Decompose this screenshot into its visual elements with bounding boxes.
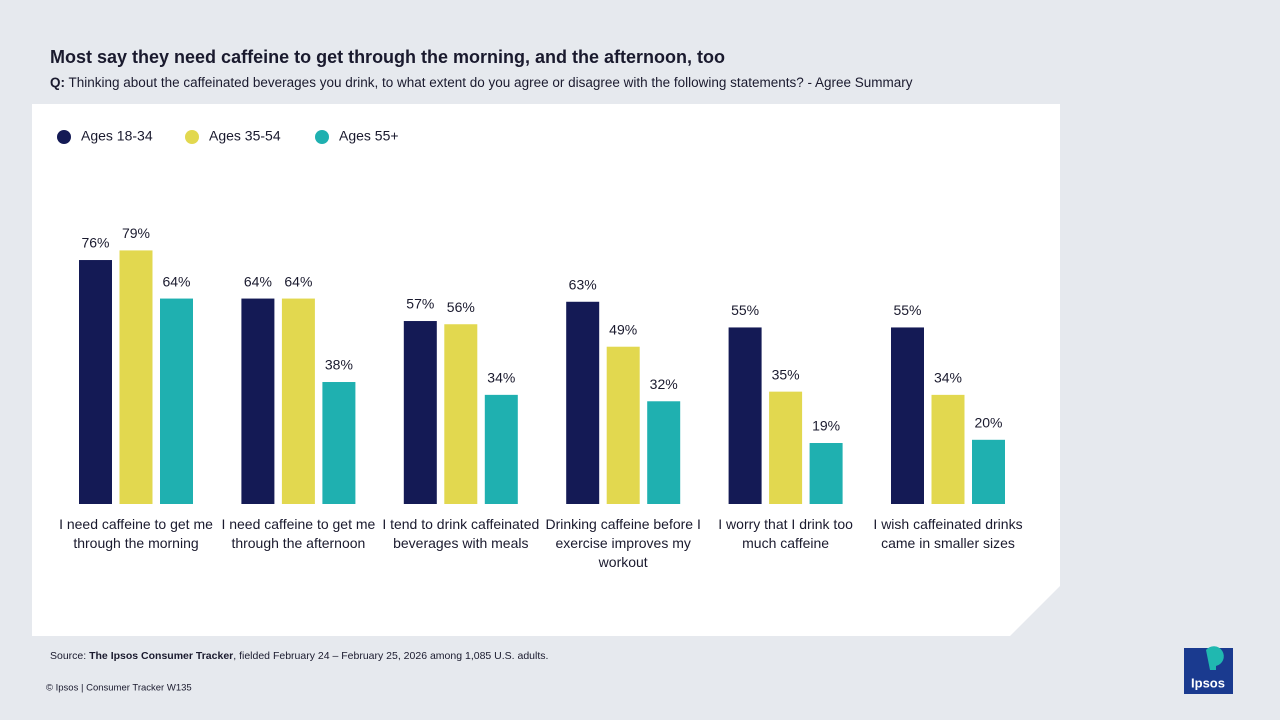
bar — [241, 298, 275, 504]
legend-label: Ages 35-54 — [209, 128, 281, 144]
bar — [281, 298, 315, 504]
bar — [647, 401, 681, 504]
bar — [769, 391, 803, 504]
value-label: 63% — [569, 276, 597, 292]
source-label: Source: — [50, 650, 86, 662]
logo-shape — [1206, 646, 1224, 670]
subtitle: Q: Thinking about the caffeinated bevera… — [50, 75, 913, 90]
value-label: 56% — [447, 299, 475, 315]
legend-label: Ages 55+ — [339, 128, 399, 144]
legend-label: Ages 18-34 — [81, 128, 153, 144]
question: Thinking about the caffeinated beverages… — [69, 75, 913, 90]
bar — [403, 321, 437, 504]
value-label: 32% — [650, 376, 678, 392]
bar — [444, 324, 478, 504]
value-label: 55% — [893, 302, 921, 318]
value-label: 64% — [244, 273, 272, 289]
value-label: 20% — [974, 415, 1002, 431]
value-label: 38% — [325, 357, 353, 373]
bar — [809, 443, 843, 504]
value-label: 49% — [609, 321, 637, 337]
copyright: © Ipsos | Consumer Tracker W135 — [46, 683, 192, 694]
bar — [322, 382, 356, 504]
bar — [931, 394, 965, 504]
legend-swatch — [57, 130, 71, 144]
value-label: 34% — [487, 370, 515, 386]
legend-swatch — [315, 130, 329, 144]
category-label: I need caffeine to get me through the af… — [221, 516, 376, 551]
category-label: I worry that I drink too much caffeine — [718, 516, 853, 551]
category-label: Drinking caffeine before I exercise impr… — [545, 516, 701, 570]
source: Source: The Ipsos Consumer Tracker, fiel… — [50, 650, 548, 662]
value-label: 34% — [934, 370, 962, 386]
bar — [606, 346, 640, 504]
bar — [566, 301, 600, 504]
value-label: 55% — [731, 302, 759, 318]
bar — [119, 250, 153, 504]
category-label: I tend to drink caffeinated beverages wi… — [382, 516, 540, 551]
value-label: 76% — [81, 235, 109, 251]
category-label: I wish caffeinated drinks came in smalle… — [873, 516, 1023, 551]
source-name: The Ipsos Consumer Tracker — [89, 650, 233, 662]
bar — [484, 394, 518, 504]
value-label: 79% — [122, 225, 150, 241]
value-label: 64% — [162, 273, 190, 289]
value-label: 35% — [772, 366, 800, 382]
bar — [972, 439, 1005, 504]
bar — [79, 260, 112, 504]
bar — [160, 298, 193, 504]
logo-text: Ipsos — [1191, 675, 1225, 690]
source-text: , fielded February 24 – February 25, 202… — [233, 650, 548, 662]
bar — [891, 327, 924, 504]
question-label: Q: — [50, 75, 65, 90]
value-label: 57% — [406, 296, 434, 312]
value-label: 19% — [812, 418, 840, 434]
category-label: I need caffeine to get me through the mo… — [59, 516, 213, 551]
chart-title: Most say they need caffeine to get throu… — [50, 47, 725, 67]
value-label: 64% — [284, 273, 312, 289]
bar — [728, 327, 762, 504]
legend-swatch — [185, 130, 199, 144]
